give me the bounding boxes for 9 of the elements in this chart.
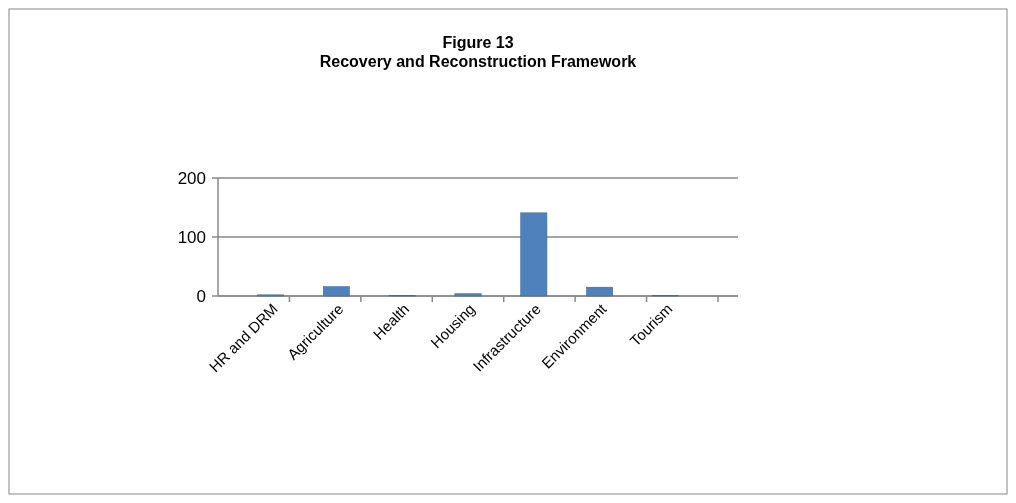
bar	[586, 286, 613, 297]
y-tick-label: 200	[177, 168, 206, 188]
y-tick-label: 100	[177, 227, 206, 247]
bar	[454, 293, 482, 297]
bar	[520, 212, 548, 297]
y-tick-label: 0	[196, 286, 206, 306]
chart-title: Figure 13	[442, 34, 514, 51]
bar	[323, 286, 350, 297]
chart-subtitle: Recovery and Reconstruction Framework	[319, 53, 637, 70]
